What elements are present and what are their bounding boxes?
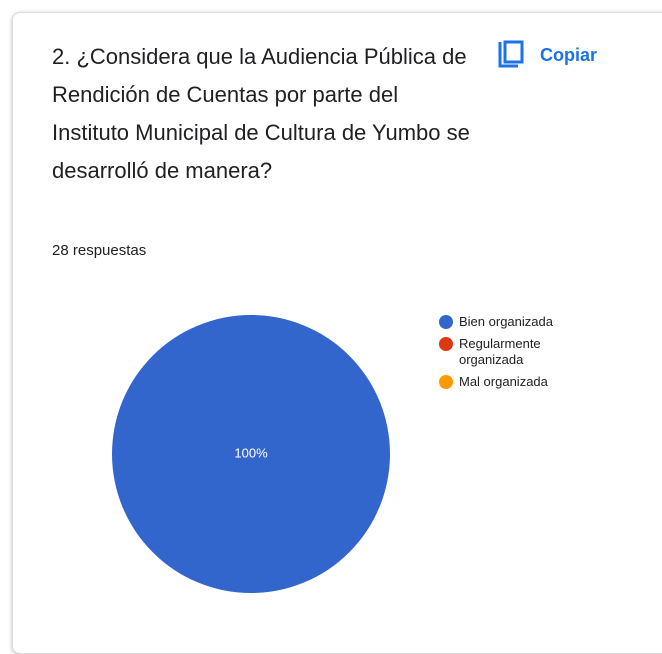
slice-label: 100% bbox=[234, 445, 268, 460]
pie-chart: 100% bbox=[112, 315, 390, 593]
copy-label: Copiar bbox=[540, 44, 598, 65]
question-title: 2. ¿Considera que la Audiencia Pública d… bbox=[52, 44, 470, 183]
legend-label: Regularmente organizada bbox=[459, 336, 541, 367]
legend-swatch bbox=[439, 337, 453, 351]
legend-swatch bbox=[439, 315, 453, 329]
legend-item: Bien organizada bbox=[439, 314, 579, 330]
legend-item: Mal organizada bbox=[439, 374, 579, 390]
copy-icon bbox=[498, 40, 524, 68]
legend-item: Regularmente organizada bbox=[439, 336, 579, 368]
page: 2. ¿Considera que la Audiencia Pública d… bbox=[12, 12, 662, 654]
legend-label: Bien organizada bbox=[459, 314, 553, 329]
copy-button[interactable]: Copiar bbox=[498, 38, 597, 72]
response-count: 28 respuestas bbox=[52, 242, 147, 259]
legend: Bien organizada Regularmente organizada Ma… bbox=[439, 314, 579, 396]
legend-label: Mal organizada bbox=[459, 374, 548, 389]
pie-slice bbox=[112, 315, 390, 593]
legend-swatch bbox=[439, 375, 453, 389]
